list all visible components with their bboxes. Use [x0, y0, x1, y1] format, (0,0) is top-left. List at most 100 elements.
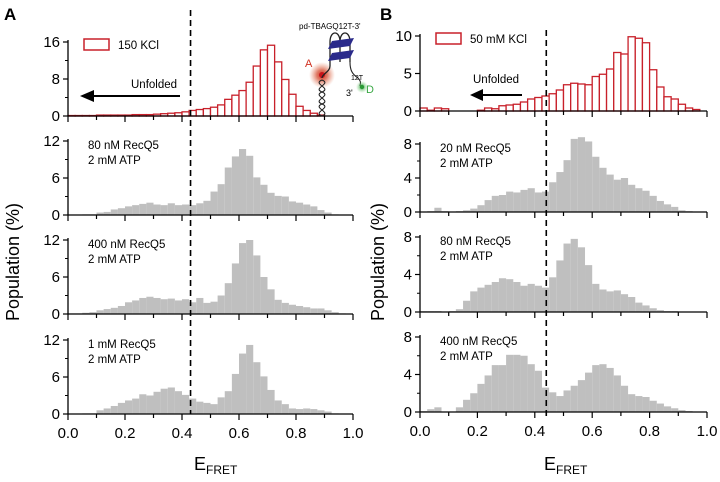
histogram-bar: [117, 402, 125, 414]
y-tick-label: 6: [52, 369, 60, 386]
histogram-bar: [635, 188, 643, 212]
histogram-bar: [303, 307, 311, 314]
histogram-bar: [146, 395, 154, 414]
histogram-bar: [512, 103, 522, 112]
histogram-bar: [117, 305, 125, 314]
y-tick-label: 16: [43, 34, 60, 51]
histogram-bar: [491, 195, 499, 212]
y-tick-label: 0: [404, 204, 412, 221]
histogram-bar: [139, 297, 147, 314]
histogram-bar: [245, 81, 254, 117]
y-tick-label: 10: [395, 28, 412, 45]
histogram-bar: [217, 295, 225, 314]
histogram-bar: [167, 298, 175, 314]
histogram-bar: [628, 184, 636, 212]
histogram-bar: [231, 373, 239, 414]
histogram-bar: [296, 305, 304, 314]
histogram-bar: [556, 260, 564, 312]
histogram-bar: [642, 305, 650, 312]
histogram-bar: [477, 383, 485, 412]
histogram-bar: [585, 372, 593, 412]
histogram-bar: [202, 107, 212, 117]
histogram-bar: [477, 205, 485, 212]
histogram-bar: [434, 207, 442, 212]
condition-label: 400 nM RecQ5: [440, 336, 517, 348]
condition-label: 2 mM ATP: [440, 351, 493, 363]
y-tick-label: 0: [52, 207, 60, 224]
legend-label: 50 mM KCl: [470, 34, 527, 46]
histogram-bar: [498, 195, 507, 212]
histogram-bar: [302, 109, 311, 117]
x-tick-label: 0.2: [115, 425, 136, 442]
histogram-bar: [295, 105, 304, 117]
histogram-bar: [210, 191, 218, 215]
histogram-bar: [281, 196, 289, 215]
x-axis-label-main: E: [194, 454, 206, 474]
histogram-bar: [274, 400, 282, 414]
histogram-bar: [125, 302, 133, 314]
histogram-bar: [103, 309, 111, 314]
histogram-bar: [498, 105, 507, 112]
y-axis-label-a: Population (%): [3, 203, 23, 321]
histogram-bar: [253, 255, 261, 314]
histogram-bar: [613, 290, 621, 312]
histogram-bar: [534, 192, 542, 212]
panel-b-letter: B: [380, 5, 392, 24]
histogram-bar: [549, 277, 557, 312]
histogram-bar: [555, 89, 565, 112]
histogram-bar: [656, 200, 664, 212]
x-tick-label: 0.8: [639, 423, 660, 440]
y-tick-label: 0: [404, 304, 412, 321]
y-tick-label: 0: [52, 108, 60, 125]
histogram-bar: [491, 365, 499, 412]
histogram-bar: [570, 238, 578, 312]
histogram-bar: [577, 83, 586, 112]
histogram-bar: [649, 400, 657, 412]
condition-label: 2 mM ATP: [440, 158, 493, 170]
histogram-bar: [132, 300, 140, 314]
unfolded-label: Unfolded: [131, 79, 177, 91]
y-tick-label: 8: [404, 136, 412, 153]
histogram-bar: [125, 206, 133, 215]
y-tick-label: 12: [43, 133, 60, 150]
histogram-bar: [671, 408, 679, 412]
y-axis-label-b: Population (%): [368, 203, 388, 321]
histogram-bar: [203, 200, 211, 215]
histogram-bar: [267, 389, 275, 414]
histogram-bar: [252, 65, 262, 117]
linker-label: 12T: [351, 75, 364, 82]
y-tick-label: 4: [404, 367, 412, 384]
y-tick-label: 6: [52, 170, 60, 187]
histogram-bar: [139, 203, 147, 215]
histogram-bar: [224, 98, 233, 117]
dna-construct-schematic: pd-TBAGQ12T-3' A D 12T 3': [299, 22, 374, 117]
x-axis-label-a: E FRET: [194, 454, 238, 477]
histogram-bar: [324, 212, 332, 215]
histogram-bar: [266, 44, 276, 117]
histogram-bar: [642, 397, 650, 412]
histogram-bar: [96, 212, 104, 215]
histogram-bar: [599, 167, 607, 212]
y-tick-label: 8: [52, 71, 60, 88]
histogram-panel-a-3: 0 6 12 0.0 0.2 0.4 0.6 0.8 1.0 1 mM RecQ5 2 mM ATP: [43, 332, 363, 442]
x-tick-label: 0.0: [58, 425, 79, 442]
histogram-bar: [635, 302, 643, 312]
histogram-bar: [656, 310, 664, 312]
histogram-bar: [577, 380, 586, 412]
histogram-bar: [267, 289, 275, 314]
histogram-bar: [556, 172, 564, 212]
y-tick-label: 0: [52, 306, 60, 323]
histogram-bar: [139, 394, 147, 414]
histogram-panel-b-6: 0 4 8 80 nM RecQ5 2 mM ATP: [404, 229, 708, 321]
histogram-bar: [484, 284, 492, 312]
duplex-helix-icon: [318, 79, 326, 117]
histogram-bar: [296, 409, 304, 414]
histogram-bar: [592, 365, 600, 412]
histogram-bar: [570, 82, 579, 112]
histogram-bar: [470, 291, 478, 312]
histogram-bar: [267, 192, 275, 215]
histogram-bar: [246, 344, 254, 414]
histogram-bar: [506, 191, 514, 212]
histogram-bar: [663, 96, 672, 112]
histogram-bar: [613, 179, 621, 212]
